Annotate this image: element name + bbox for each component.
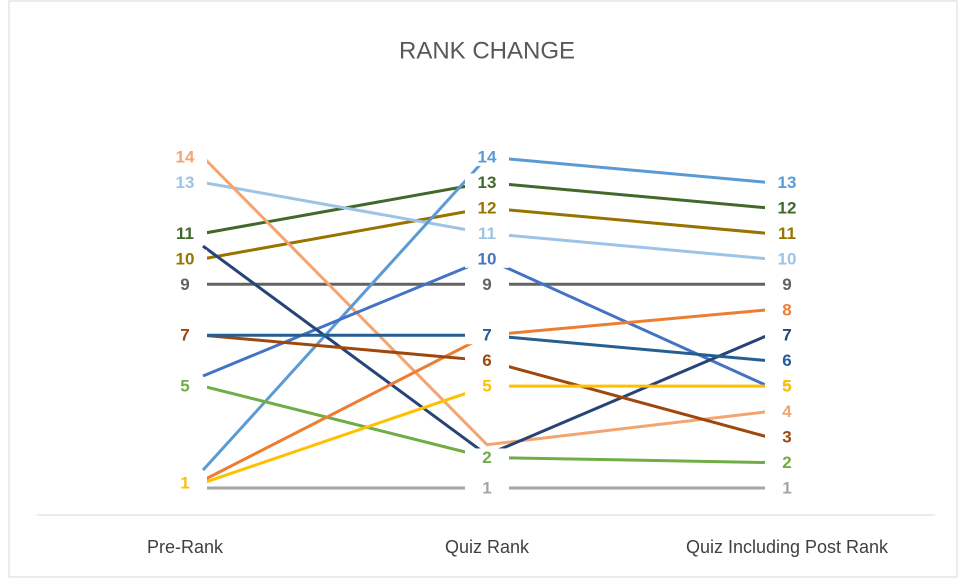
label-background xyxy=(765,428,809,447)
label-background xyxy=(765,173,809,192)
x-tick-label: Quiz Including Post Rank xyxy=(686,537,889,557)
data-label: 1 xyxy=(482,478,491,497)
label-background xyxy=(765,198,809,217)
label-background xyxy=(163,473,207,492)
label-background xyxy=(465,198,509,217)
data-label: 10 xyxy=(176,249,195,268)
label-background xyxy=(465,173,509,192)
label-background xyxy=(765,351,809,370)
data-label: 3 xyxy=(782,428,791,447)
label-background xyxy=(163,275,207,294)
data-label: 7 xyxy=(482,326,491,345)
data-label: 12 xyxy=(778,198,797,217)
data-label: 7 xyxy=(782,326,791,345)
series-line xyxy=(201,155,769,447)
label-background xyxy=(465,479,509,497)
label-background xyxy=(765,377,809,396)
data-label: 5 xyxy=(782,377,791,396)
label-background xyxy=(765,249,809,268)
label-background xyxy=(465,249,509,268)
data-label: 10 xyxy=(778,249,797,268)
label-background xyxy=(465,448,509,467)
data-label: 2 xyxy=(782,453,791,472)
data-label: 1 xyxy=(180,473,189,492)
label-background xyxy=(765,479,809,497)
label-background xyxy=(765,453,809,472)
label-background xyxy=(765,275,809,294)
label-background xyxy=(465,377,509,396)
x-tick-label: Quiz Rank xyxy=(445,537,530,557)
data-label: 9 xyxy=(482,275,491,294)
data-label: 9 xyxy=(782,275,791,294)
data-label: 11 xyxy=(478,224,496,243)
label-background xyxy=(765,300,809,319)
label-background xyxy=(765,224,809,243)
label-background xyxy=(465,275,509,294)
data-label: 8 xyxy=(782,300,791,319)
label-background xyxy=(163,249,207,268)
data-label: 7 xyxy=(180,326,189,345)
data-label: 13 xyxy=(176,173,195,192)
data-label: 5 xyxy=(482,377,491,396)
data-label: 13 xyxy=(778,173,797,192)
data-label: 10 xyxy=(478,249,497,268)
label-background xyxy=(163,326,207,345)
label-background xyxy=(465,224,509,243)
label-background xyxy=(163,224,207,243)
label-background xyxy=(465,351,509,370)
label-background xyxy=(163,377,207,396)
chart-title: RANK CHANGE xyxy=(399,37,575,64)
label-background xyxy=(465,148,509,166)
data-label: 4 xyxy=(782,402,792,421)
data-label: 14 xyxy=(176,147,195,166)
data-label: 6 xyxy=(482,351,491,370)
data-label: 12 xyxy=(478,198,497,217)
label-background xyxy=(163,148,207,166)
data-label: 11 xyxy=(176,224,194,243)
label-background xyxy=(765,402,809,421)
data-label: 14 xyxy=(478,147,497,166)
data-label: 13 xyxy=(478,173,497,192)
x-tick-label: Pre-Rank xyxy=(147,537,224,557)
label-background xyxy=(465,326,509,345)
label-background xyxy=(163,173,207,192)
data-label: 6 xyxy=(782,351,791,370)
data-label: 9 xyxy=(180,275,189,294)
data-label: 2 xyxy=(482,448,491,467)
data-label: 5 xyxy=(180,377,189,396)
data-label: 11 xyxy=(778,224,796,243)
data-label: 1 xyxy=(782,478,791,497)
label-background xyxy=(765,326,809,345)
data-label: 5 xyxy=(782,377,791,396)
